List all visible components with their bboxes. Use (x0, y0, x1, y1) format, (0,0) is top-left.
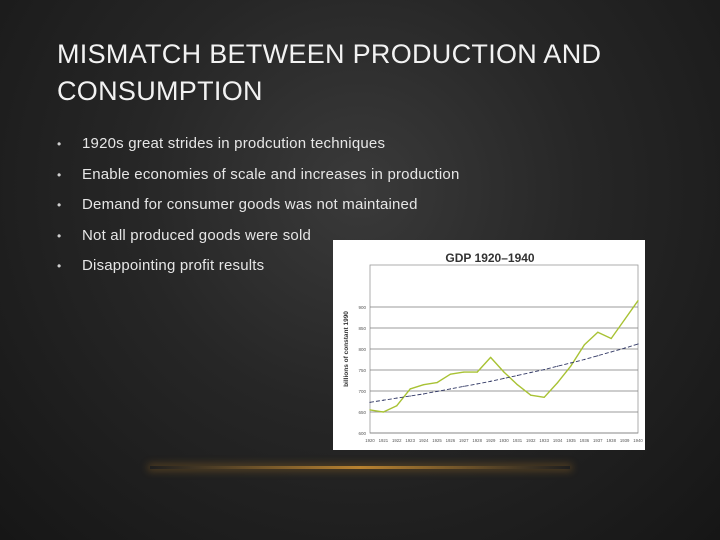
bullet-item: • Not all produced goods were sold (57, 221, 460, 252)
y-tick-label: 600 (358, 431, 366, 436)
y-axis-label: billions of constant 1990 (343, 311, 350, 387)
gdp-data-point (490, 356, 492, 358)
trend-data-point (369, 401, 371, 403)
trend-data-point (490, 380, 492, 382)
bullet-item: • Disappointing profit results (57, 251, 460, 282)
y-tick-label: 900 (358, 305, 366, 310)
trend-data-point (637, 343, 639, 345)
trend-data-point (382, 399, 384, 401)
bullet-text: Not all produced goods were sold (82, 226, 312, 244)
x-tick-label: 1939 (620, 438, 630, 443)
trend-data-point (503, 377, 505, 379)
bullet-dot-icon: • (57, 198, 62, 212)
bullet-item: • 1920s great strides in prodcution techn… (57, 129, 460, 160)
bullet-text: Demand for consumer goods was not mainta… (82, 196, 418, 213)
trend-data-point (463, 385, 465, 387)
gdp-data-point (369, 409, 371, 411)
x-tick-label: 1931 (513, 438, 523, 443)
bullet-item: • Enable economies of scale and increases… (57, 160, 460, 191)
gdp-data-point (382, 411, 384, 413)
x-tick-label: 1922 (392, 438, 402, 443)
trend-data-point (610, 351, 612, 353)
gdp-data-point (530, 394, 532, 396)
slide-title: MISMATCH BETWEEN PRODUCTION AND CONSUMPT… (57, 39, 602, 106)
gdp-data-point (624, 319, 626, 321)
y-tick-label: 650 (358, 410, 366, 415)
x-tick-label: 1935 (566, 438, 576, 443)
bullet-text: Enable economies of scale and increases … (82, 165, 460, 183)
x-tick-label: 1934 (553, 438, 563, 443)
x-tick-label: 1932 (526, 438, 536, 443)
y-tick-label: 700 (358, 389, 366, 394)
gdp-chart: GDP 1920–1940 billions of constant 1990 60… (333, 240, 645, 450)
trend-data-point (543, 368, 545, 371)
bullet-item: • Demand for consumer goods was not maint… (57, 190, 460, 221)
gdp-data-point (409, 388, 411, 390)
gdp-data-point (516, 384, 518, 386)
gdp-data-point (436, 382, 438, 384)
x-tick-label: 1924 (419, 438, 429, 443)
trend-data-point (530, 371, 532, 374)
trend-data-point (436, 390, 438, 393)
gdp-data-point (557, 382, 559, 384)
trend-data-point (624, 347, 626, 349)
trend-data-point (476, 383, 478, 385)
trend-data-point (583, 358, 585, 361)
trend-data-point (570, 362, 572, 364)
x-tick-label: 1928 (472, 438, 482, 443)
gdp-data-point (610, 337, 612, 340)
gdp-data-point (597, 331, 599, 333)
trend-data-point (516, 374, 518, 377)
gdp-data-point (583, 344, 585, 346)
x-tick-label: 1920 (365, 438, 375, 443)
decorative-glow-line (150, 466, 570, 469)
x-tick-label: 1927 (459, 438, 469, 443)
x-tick-label: 1929 (486, 438, 496, 443)
gdp-data-point (476, 371, 478, 373)
bullet-dot-icon: • (57, 167, 62, 182)
gdp-data-point (570, 365, 572, 367)
x-tick-label: 1937 (593, 438, 603, 443)
x-tick-label: 1938 (606, 438, 616, 443)
x-tick-label: 1921 (379, 438, 389, 443)
y-tick-label: 800 (358, 347, 366, 352)
bullet-dot-icon: • (57, 228, 62, 243)
x-tick-label: 1940 (633, 438, 643, 443)
gdp-data-point (543, 396, 545, 398)
gdp-data-point (449, 373, 451, 375)
x-tick-label: 1925 (432, 438, 442, 443)
gdp-chart-svg: GDP 1920–1940 billions of constant 1990 60… (343, 251, 643, 443)
x-tick-label: 1936 (580, 438, 590, 443)
y-tick-label: 850 (358, 326, 366, 331)
trend-data-point (396, 397, 398, 399)
y-tick-label: 750 (358, 368, 366, 373)
gdp-data-point (637, 300, 639, 302)
trend-data-point (449, 388, 451, 390)
gdp-data-point (503, 371, 505, 373)
bullet-dot-icon: • (57, 137, 62, 151)
trend-data-point (557, 365, 559, 367)
x-tick-label: 1933 (539, 438, 549, 443)
trend-data-point (423, 393, 425, 395)
gdp-data-point (396, 405, 398, 407)
bullet-text: Disappointing profit results (82, 257, 265, 274)
gdp-data-point (423, 384, 425, 386)
x-tick-label: 1923 (405, 438, 415, 443)
trend-data-point (409, 395, 411, 397)
x-tick-label: 1930 (499, 438, 509, 443)
bullet-list: • 1920s great strides in prodcution techn… (57, 129, 460, 282)
chart-title: GDP 1920–1940 (445, 251, 535, 265)
x-tick-label: 1926 (446, 438, 456, 443)
bullet-dot-icon: • (57, 259, 62, 273)
gdp-data-point (463, 371, 465, 373)
bullet-text: 1920s great strides in prodcution techni… (82, 135, 386, 152)
trend-series-line (369, 343, 639, 403)
trend-data-point (597, 355, 599, 357)
